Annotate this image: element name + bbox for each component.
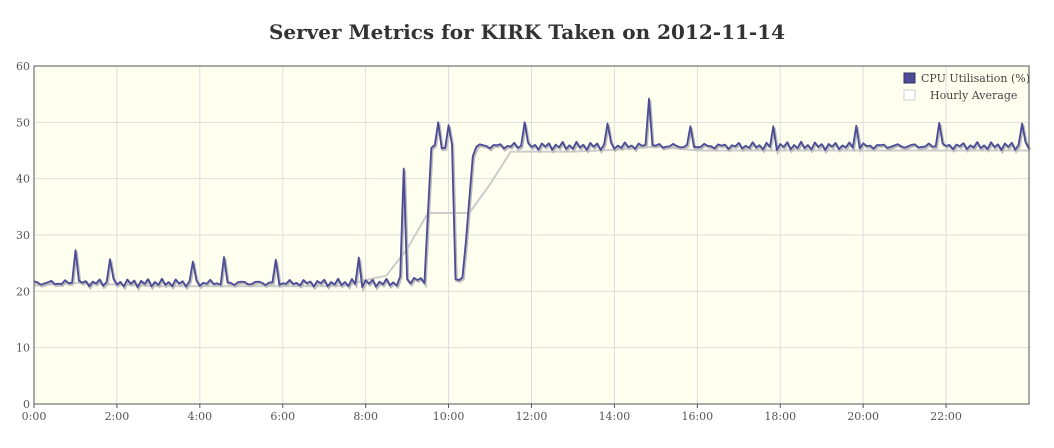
y-tick-label: 60 — [16, 60, 30, 73]
legend-label-cpu: CPU Utilisation (%) — [921, 72, 1030, 85]
y-tick-label: 30 — [16, 229, 30, 242]
y-tick-label: 20 — [16, 285, 30, 298]
x-tick-label: 20:00 — [847, 410, 879, 423]
legend: CPU Utilisation (%) Hourly Average — [903, 72, 1030, 102]
x-tick-label: 4:00 — [187, 410, 212, 423]
x-tick-label: 18:00 — [764, 410, 796, 423]
legend-label-hourly: Hourly Average — [930, 89, 1017, 102]
y-axis-ticks: 0 10 20 30 40 50 60 — [16, 60, 30, 411]
cpu-utilisation-line — [33, 97, 1030, 289]
x-tick-label: 14:00 — [599, 410, 631, 423]
x-tick-label: 2:00 — [105, 410, 130, 423]
x-axis-ticks: 0:00 2:00 4:00 6:00 8:00 10:00 12:00 14:00 16:00… — [22, 404, 962, 423]
legend-swatch-cpu — [903, 72, 916, 84]
y-tick-label: 10 — [16, 342, 30, 355]
x-tick-label: 10:00 — [433, 410, 465, 423]
x-tick-label: 6:00 — [270, 410, 295, 423]
x-tick-label: 16:00 — [681, 410, 713, 423]
grid-lines — [34, 66, 1029, 404]
y-tick-label: 0 — [23, 398, 30, 411]
chart-title: Server Metrics for KIRK Taken on 2012-11… — [268, 20, 786, 44]
cpu-utilisation-series — [33, 97, 1032, 294]
legend-swatch-hourly — [903, 89, 916, 101]
y-tick-label: 40 — [16, 173, 30, 186]
x-tick-label: 12:00 — [516, 410, 548, 423]
x-tick-label: 8:00 — [353, 410, 378, 423]
x-tick-label: 22:00 — [930, 410, 962, 423]
y-tick-label: 50 — [16, 116, 30, 129]
x-tick-label: 0:00 — [22, 410, 47, 423]
